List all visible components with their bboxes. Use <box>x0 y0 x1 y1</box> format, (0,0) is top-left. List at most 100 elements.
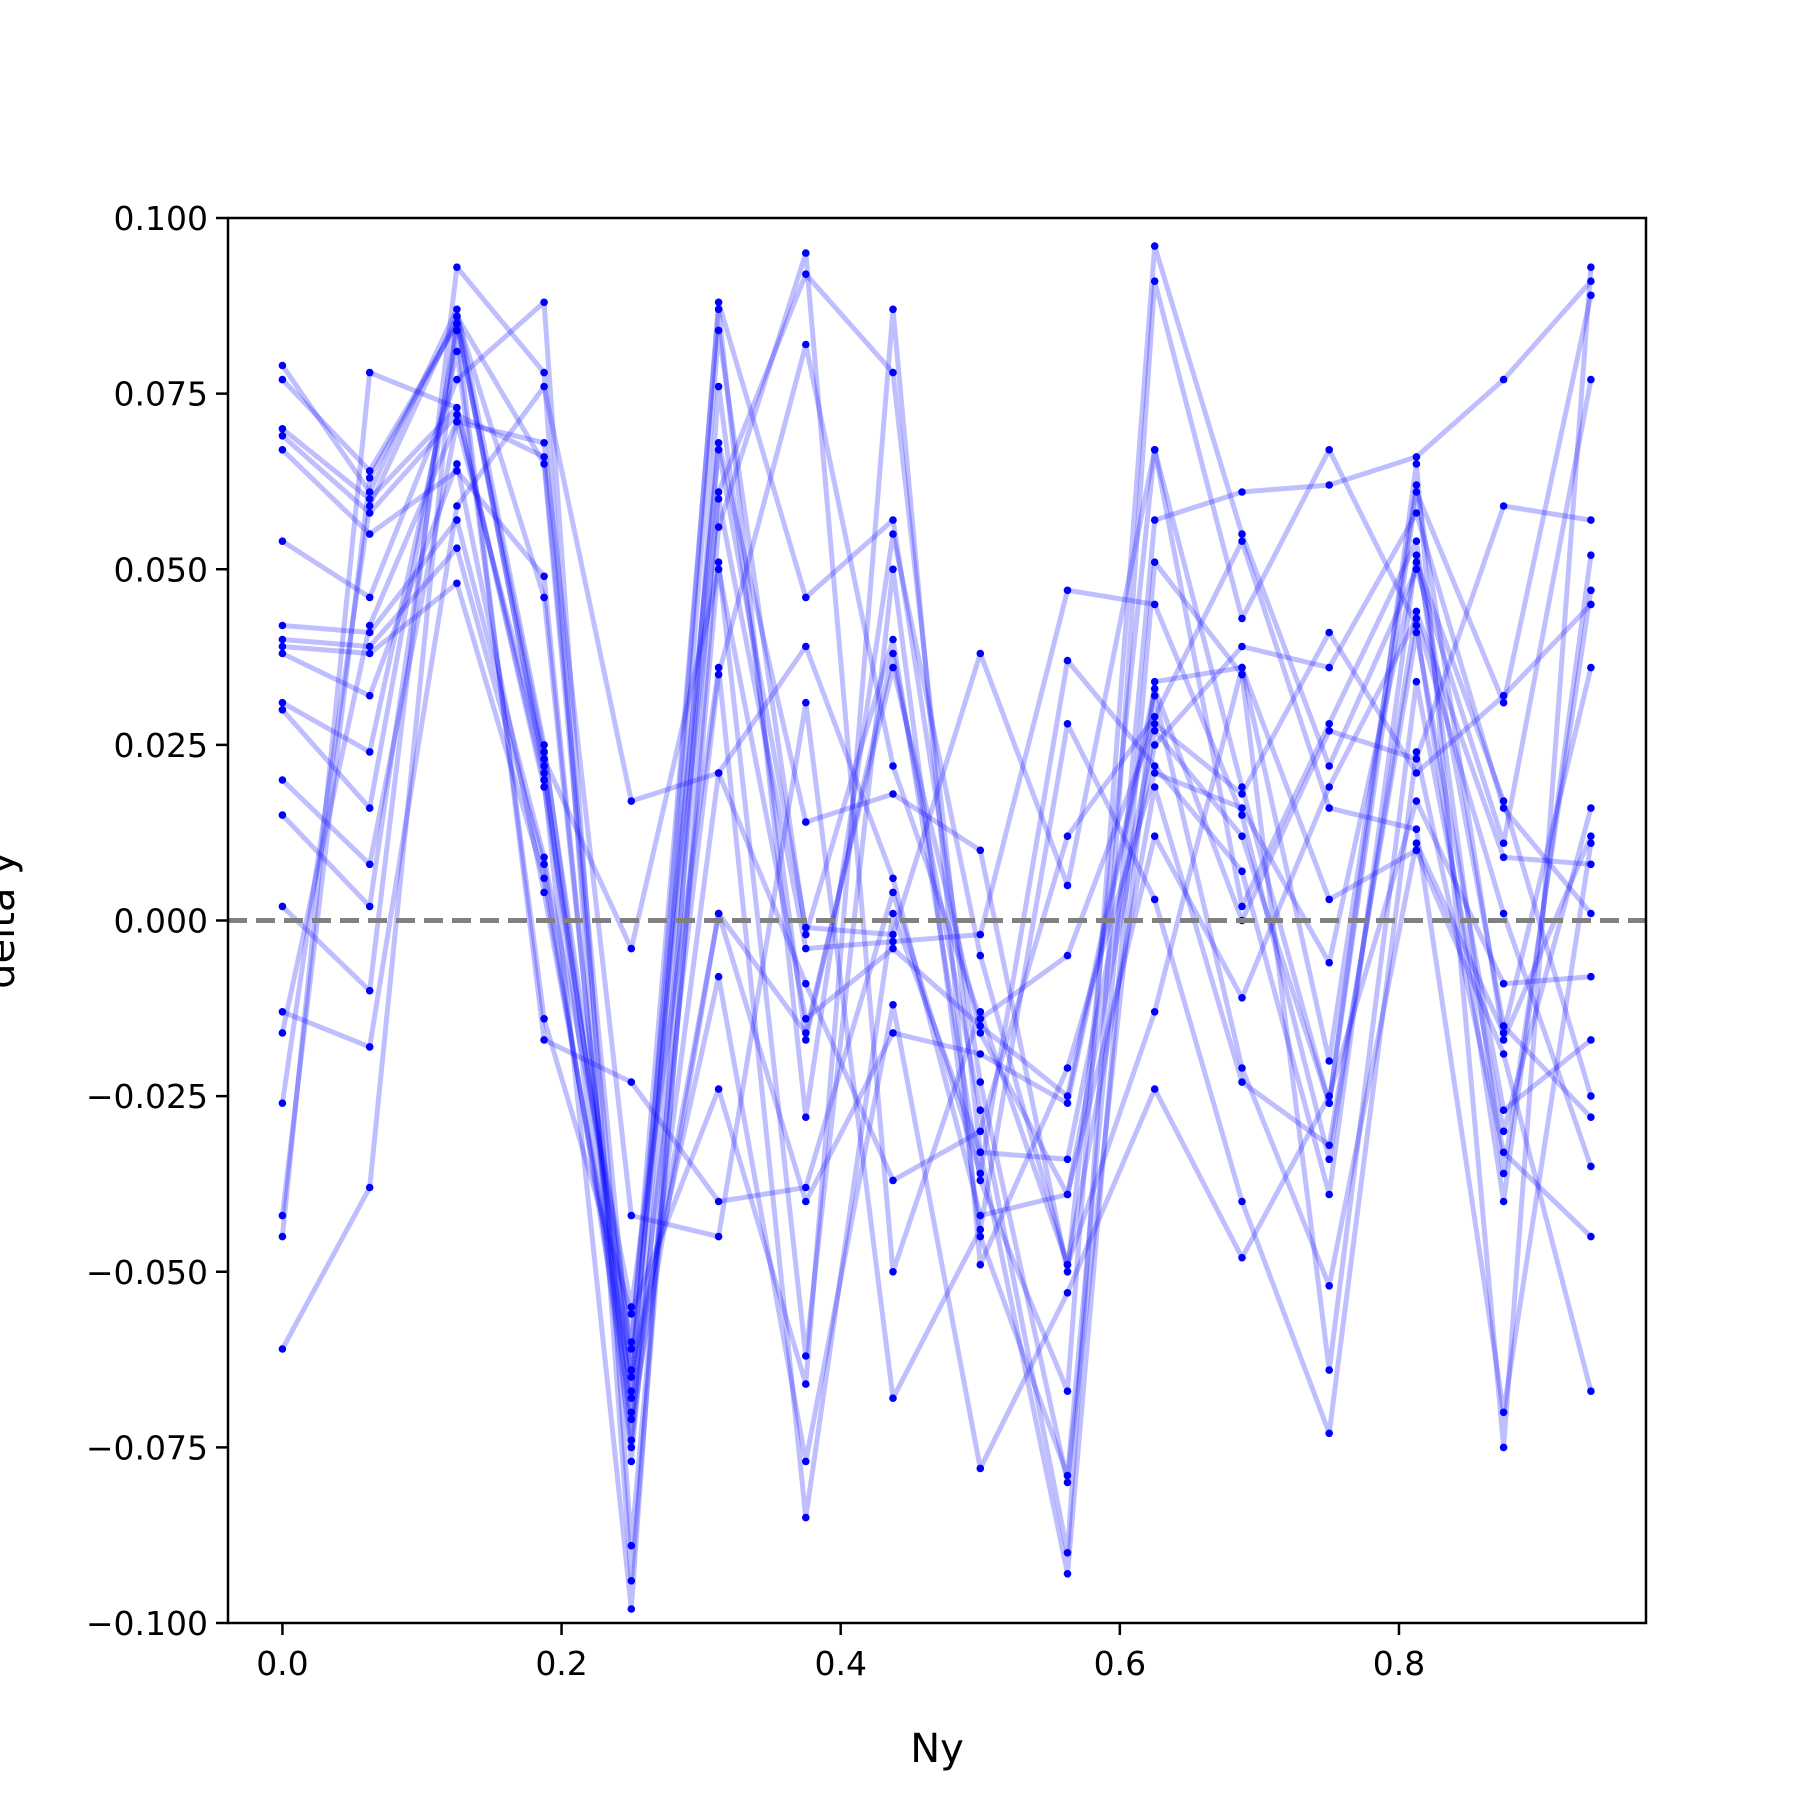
series-14-point-1 <box>278 811 287 819</box>
series-8-point-12 <box>1238 790 1246 798</box>
series-line-20 <box>279 306 1593 1352</box>
series-20-point-8 <box>889 530 897 538</box>
y-axis-label: delta y <box>0 851 24 989</box>
series-5-point-16 <box>1587 804 1595 812</box>
series-15-point-15 <box>1499 1050 1508 1058</box>
series-15-point-9 <box>976 1008 985 1016</box>
series-18-point-2 <box>365 502 374 510</box>
series-6-point-1 <box>278 537 287 545</box>
series-4-point-15 <box>1499 1169 1508 1178</box>
series-18-point-9 <box>976 930 985 939</box>
series-20-point-3 <box>453 403 461 412</box>
series-11-point-4 <box>540 1015 548 1023</box>
series-19-point-16 <box>1587 291 1595 300</box>
series-14-point-16 <box>1587 1162 1595 1171</box>
series-7-point-7 <box>802 1513 810 1522</box>
series-17-point-2 <box>365 621 374 630</box>
series-6-point-7 <box>802 1352 810 1360</box>
series-16-point-11 <box>1150 713 1159 721</box>
series-4-point-14 <box>1412 537 1421 545</box>
series-11-point-10 <box>1063 1064 1072 1072</box>
series-6-point-15 <box>1499 375 1508 384</box>
series-15-point-2 <box>365 986 374 995</box>
series-13-point-11 <box>1150 895 1159 904</box>
series-2-point-1 <box>278 375 287 384</box>
series-14-point-2 <box>365 902 374 911</box>
series-8-point-13 <box>1325 628 1333 637</box>
series-16-point-14 <box>1412 825 1421 833</box>
series-11-point-11 <box>1150 769 1159 777</box>
series-18-point-6 <box>714 495 723 503</box>
x-tick-label-5: 0.8 <box>1373 1644 1425 1683</box>
series-6-point-5 <box>627 1541 636 1550</box>
series-11-point-7 <box>802 1380 810 1388</box>
series-2-point-13 <box>1325 762 1333 770</box>
series-20-point-11 <box>1150 783 1159 791</box>
series-16-point-3 <box>453 502 461 510</box>
series-7-point-12 <box>1238 832 1246 840</box>
series-2-point-15 <box>1499 839 1508 847</box>
series-8-point-8 <box>889 762 897 770</box>
series-15-point-13 <box>1325 895 1333 904</box>
x-axis: 0.0 0.2 0.4 0.6 0.8 <box>256 1623 1425 1683</box>
series-21-point-12 <box>1238 642 1246 651</box>
series-18-point-8 <box>889 937 897 946</box>
y-axis: 0.100 0.075 0.050 0.025 0.000 −0.025 −0.050 −0.… <box>86 199 228 1643</box>
series-12-point-2 <box>365 804 374 812</box>
series-11-point-3 <box>453 347 461 356</box>
series-17-point-7 <box>802 1015 810 1023</box>
series-12-point-6 <box>714 1197 723 1206</box>
series-15-point-6 <box>714 523 723 531</box>
series-17-point-3 <box>453 417 461 426</box>
series-5-point-7 <box>802 270 810 279</box>
series-13-point-10 <box>1063 720 1072 728</box>
series-7-point-4 <box>540 853 548 862</box>
series-line-9 <box>282 580 1594 1394</box>
series-10-point-10 <box>1063 1289 1072 1297</box>
series-3-point-6 <box>714 382 723 391</box>
series-3-point-1 <box>278 425 287 433</box>
series-15-point-4 <box>540 368 548 377</box>
series-6-point-9 <box>976 1232 985 1241</box>
series-line-5 <box>280 271 1594 1577</box>
y-tick-label-4: 0.025 <box>114 726 208 765</box>
series-21-point-10 <box>1063 1190 1072 1199</box>
series-19-point-9 <box>976 649 985 658</box>
series-2-point-10 <box>1063 1387 1072 1395</box>
series-14-point-11 <box>1150 832 1159 840</box>
series-7-point-11 <box>1150 727 1159 735</box>
series-19-point-13 <box>1325 1099 1333 1107</box>
series-7-point-5 <box>627 1303 636 1311</box>
series-8-point-7 <box>802 340 810 349</box>
series-17-point-5 <box>627 944 636 953</box>
series-4-point-2 <box>365 509 374 517</box>
series-5-point-15 <box>1499 1127 1508 1136</box>
series-line-1 <box>280 299 1594 1485</box>
series-3-point-7 <box>802 1036 810 1044</box>
x-axis-label: Ny <box>910 1726 964 1772</box>
series-4-point-10 <box>1063 1268 1072 1276</box>
series-18-point-1 <box>278 1099 287 1107</box>
y-tick-label-7: −0.050 <box>86 1253 208 1292</box>
series-12-point-10 <box>1063 656 1072 665</box>
series-10-point-13 <box>1325 1092 1333 1100</box>
series-2-point-8 <box>889 635 897 644</box>
series-20-point-9 <box>976 951 985 960</box>
series-1-point-10 <box>1063 1478 1072 1487</box>
series-2-point-16 <box>1587 375 1595 384</box>
series-17-point-8 <box>889 944 897 953</box>
series-17-point-16 <box>1587 516 1595 524</box>
series-1-point-4 <box>540 741 548 749</box>
series-7-point-6 <box>714 663 723 672</box>
series-18-point-12 <box>1238 811 1246 819</box>
series-5-point-2 <box>365 530 374 538</box>
series-16-point-13 <box>1325 804 1333 812</box>
series-6-point-8 <box>889 565 897 574</box>
series-line-13 <box>280 419 1593 1436</box>
series-21-point-5 <box>627 1415 636 1424</box>
series-20-point-12 <box>1238 1078 1246 1086</box>
series-14-point-13 <box>1325 783 1333 791</box>
series-15-point-5 <box>627 1577 636 1585</box>
series-21-point-15 <box>1499 804 1508 812</box>
